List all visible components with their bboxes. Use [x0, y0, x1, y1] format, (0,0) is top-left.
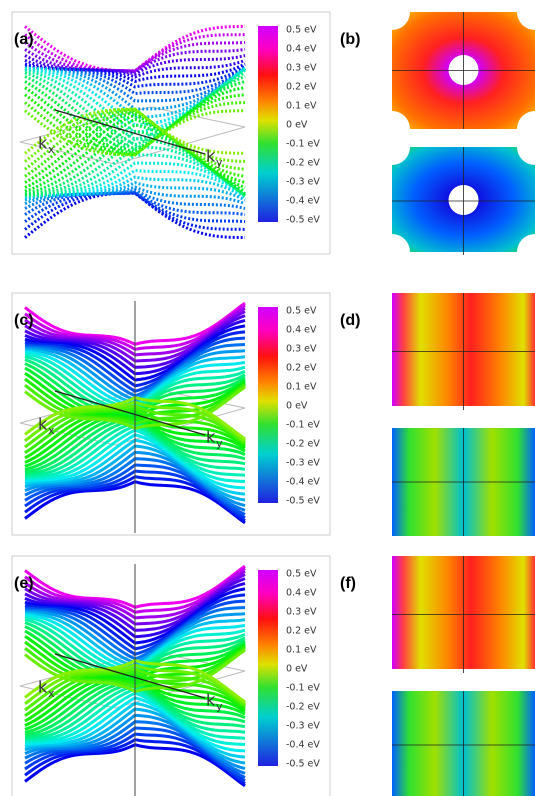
- panel-label: (b): [340, 31, 360, 48]
- colorbar-label: -0.3 eV: [286, 458, 320, 469]
- colorbar-label: -0.1 eV: [286, 683, 320, 694]
- colorbar: [258, 26, 278, 222]
- colorbar-label: 0 eV: [286, 120, 308, 131]
- colorbar-label: 0.5 eV: [286, 569, 317, 580]
- colorbar-label: 0.1 eV: [286, 645, 317, 656]
- colorbar-label: -0.5 eV: [286, 215, 320, 226]
- colorbar-label: 0.4 eV: [286, 44, 317, 55]
- figure: kxky(a)0.5 eV0.4 eV0.3 eV0.2 eV0.1 eV0 e…: [0, 0, 535, 796]
- panel-label: (d): [340, 312, 360, 329]
- colorbar-label: -0.2 eV: [286, 158, 320, 169]
- ky-subscript: y: [216, 156, 223, 169]
- kx-label: k: [38, 415, 48, 434]
- colorbar-label: -0.5 eV: [286, 496, 320, 507]
- colorbar: [258, 307, 278, 503]
- colorbar-label: 0.1 eV: [286, 382, 317, 393]
- colorbar-label: 0.1 eV: [286, 101, 317, 112]
- ky-label: k: [206, 428, 216, 447]
- colorbar-label: 0 eV: [286, 401, 308, 412]
- colorbar-label: -0.4 eV: [286, 477, 320, 488]
- panel-label: (e): [14, 575, 34, 592]
- kx-label: k: [38, 134, 48, 153]
- panel-label: (f): [340, 575, 356, 592]
- colorbar-label: 0 eV: [286, 664, 308, 675]
- kx-subscript: x: [48, 687, 55, 700]
- colorbar-label: 0.4 eV: [286, 588, 317, 599]
- colorbar-label: -0.2 eV: [286, 439, 320, 450]
- ky-label: k: [206, 691, 216, 710]
- colorbar-label: -0.1 eV: [286, 420, 320, 431]
- ky-subscript: y: [216, 437, 223, 450]
- kx-label: k: [38, 678, 48, 697]
- colorbar-label: 0.4 eV: [286, 325, 317, 336]
- colorbar-label: 0.3 eV: [286, 344, 317, 355]
- map-corner: [374, 234, 410, 270]
- map-corner: [374, 129, 410, 165]
- kx-subscript: x: [48, 424, 55, 437]
- panel-label: (c): [14, 312, 34, 329]
- colorbar-label: 0.5 eV: [286, 306, 317, 317]
- kx-subscript: x: [48, 143, 55, 156]
- colorbar-label: -0.4 eV: [286, 740, 320, 751]
- colorbar-label: 0.5 eV: [286, 25, 317, 36]
- colorbar-label: 0.3 eV: [286, 607, 317, 618]
- colorbar-label: 0.3 eV: [286, 63, 317, 74]
- colorbar-label: 0.2 eV: [286, 626, 317, 637]
- panel-label: (a): [14, 31, 34, 48]
- colorbar-label: -0.2 eV: [286, 702, 320, 713]
- colorbar-label: 0.2 eV: [286, 363, 317, 374]
- ky-subscript: y: [216, 700, 223, 713]
- colorbar-label: -0.4 eV: [286, 196, 320, 207]
- colorbar-label: -0.5 eV: [286, 759, 320, 770]
- ky-label: k: [206, 147, 216, 166]
- colorbar: [258, 570, 278, 766]
- colorbar-label: -0.3 eV: [286, 721, 320, 732]
- colorbar-label: -0.3 eV: [286, 177, 320, 188]
- colorbar-label: 0.2 eV: [286, 82, 317, 93]
- colorbar-label: -0.1 eV: [286, 139, 320, 150]
